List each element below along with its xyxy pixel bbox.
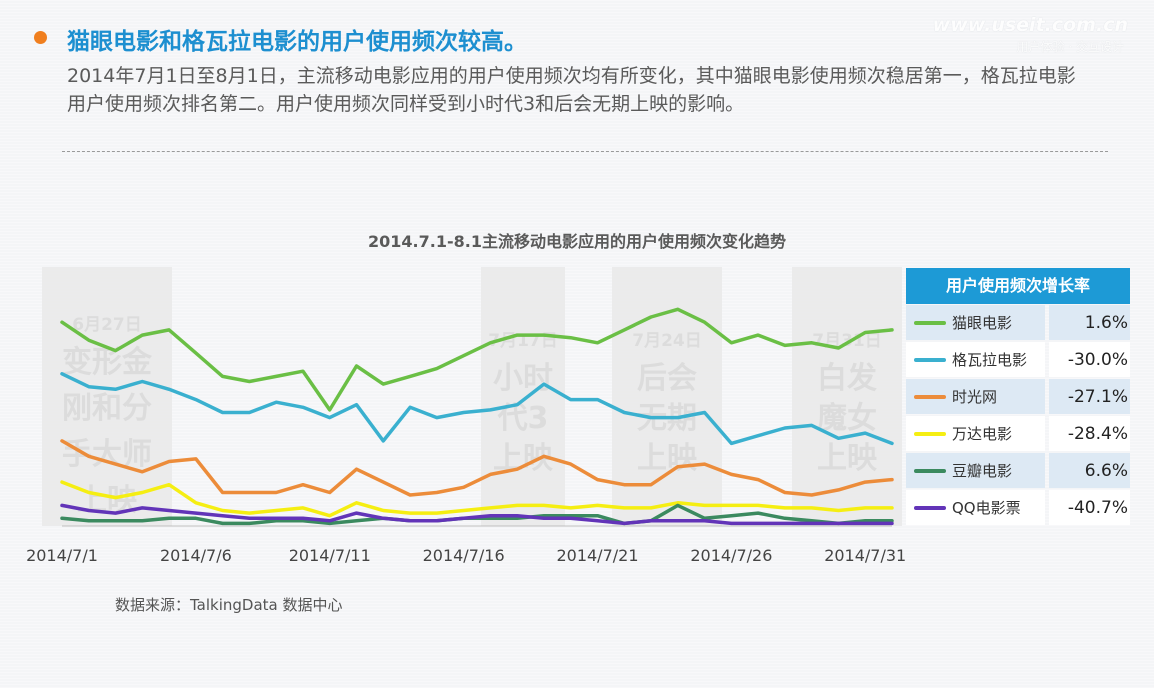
legend-series-name: 时光网	[906, 379, 1045, 414]
legend-label: 猫眼电影	[952, 314, 1013, 332]
series-line-1	[60, 307, 894, 412]
event-text-line: 小时	[493, 361, 553, 396]
legend-swatch	[914, 357, 946, 362]
legend-series-name: QQ电影票	[906, 490, 1045, 525]
event-band	[481, 267, 565, 526]
title-bullet	[34, 31, 47, 44]
section-divider	[62, 151, 1108, 152]
watermark-subtext: 用户体验 · 交互设计	[1016, 40, 1124, 54]
series-line-3	[60, 439, 894, 497]
legend-label: 格瓦拉电影	[952, 351, 1028, 369]
series-line-6	[60, 503, 894, 526]
legend-series-name: 猫眼电影	[906, 305, 1045, 340]
series-line-2	[60, 372, 894, 446]
page-title: 猫眼电影和格瓦拉电影的用户使用频次较高。	[67, 29, 527, 55]
x-tick-label: 2014/7/1	[26, 546, 98, 565]
event-text-line: 白发	[817, 361, 877, 396]
x-tick-label: 2014/7/16	[423, 546, 505, 565]
legend-swatch	[914, 468, 946, 473]
x-tick-label: 2014/7/26	[690, 546, 772, 565]
legend-header: 用户使用频次增长率	[906, 268, 1130, 304]
legend-row: 万达电影 -28.4%	[906, 415, 1130, 452]
event-date-label: 7月31日	[812, 331, 882, 351]
legend-growth-value: 1.6%	[1048, 305, 1130, 340]
legend-label: 时光网	[952, 388, 998, 406]
x-tick-label: 2014/7/21	[556, 546, 638, 565]
legend-row: 豆瓣电影 6.6%	[906, 452, 1130, 489]
legend-series-name: 豆瓣电影	[906, 453, 1045, 488]
event-text-line: 刚和分	[62, 391, 152, 426]
data-source-note: 数据来源：TalkingData 数据中心	[115, 596, 343, 614]
legend-label: 万达电影	[952, 425, 1013, 443]
legend-swatch	[914, 505, 946, 510]
legend-growth-value: 6.6%	[1048, 453, 1130, 488]
event-band	[792, 267, 902, 526]
event-text-line: 上映	[637, 441, 697, 476]
x-tick-label: 2014/7/31	[824, 546, 906, 565]
legend-series-name: 万达电影	[906, 416, 1045, 451]
legend-swatch	[914, 431, 946, 436]
legend-growth-value: -30.0%	[1048, 342, 1130, 377]
event-text-line: 手大师	[62, 437, 152, 472]
legend-growth-value: -28.4%	[1048, 416, 1130, 451]
legend-label: QQ电影票	[952, 499, 1021, 517]
chart-title: 2014.7.1-8.1主流移动电影应用的用户使用频次变化趋势	[368, 232, 786, 251]
x-tick-label: 2014/7/6	[160, 546, 232, 565]
x-tick-label: 2014/7/11	[289, 546, 371, 565]
event-date-label: 6月27日	[72, 315, 142, 335]
event-date-label: 7月24日	[632, 331, 702, 351]
legend-swatch	[914, 320, 946, 325]
legend-row: 猫眼电影 1.6%	[906, 304, 1130, 341]
series-line-4	[60, 480, 894, 518]
event-text-line: 魔女	[817, 401, 877, 436]
legend-row: 时光网 -27.1%	[906, 378, 1130, 415]
legend-series-name: 格瓦拉电影	[906, 342, 1045, 377]
legend-label: 豆瓣电影	[952, 462, 1013, 480]
event-text-line: 后会	[637, 361, 697, 396]
event-band	[612, 267, 722, 526]
legend-row: QQ电影票 -40.7%	[906, 489, 1130, 526]
legend-growth-value: -27.1%	[1048, 379, 1130, 414]
event-text-line: 变形金	[62, 345, 153, 380]
description-text: 2014年7月1日至8月1日，主流移动电影应用的用户使用频次均有所变化，其中猫眼…	[67, 65, 1076, 115]
legend-swatch	[914, 394, 946, 399]
event-text-line: 上映	[817, 441, 877, 476]
legend-row: 格瓦拉电影 -30.0%	[906, 341, 1130, 378]
watermark-logo: www.useit.com.cn	[932, 14, 1128, 36]
legend-growth-value: -40.7%	[1048, 490, 1130, 525]
legend-panel: 用户使用频次增长率 猫眼电影 1.6% 格瓦拉电影 -30.0% 时光网 -27.1% 万达…	[906, 268, 1130, 526]
